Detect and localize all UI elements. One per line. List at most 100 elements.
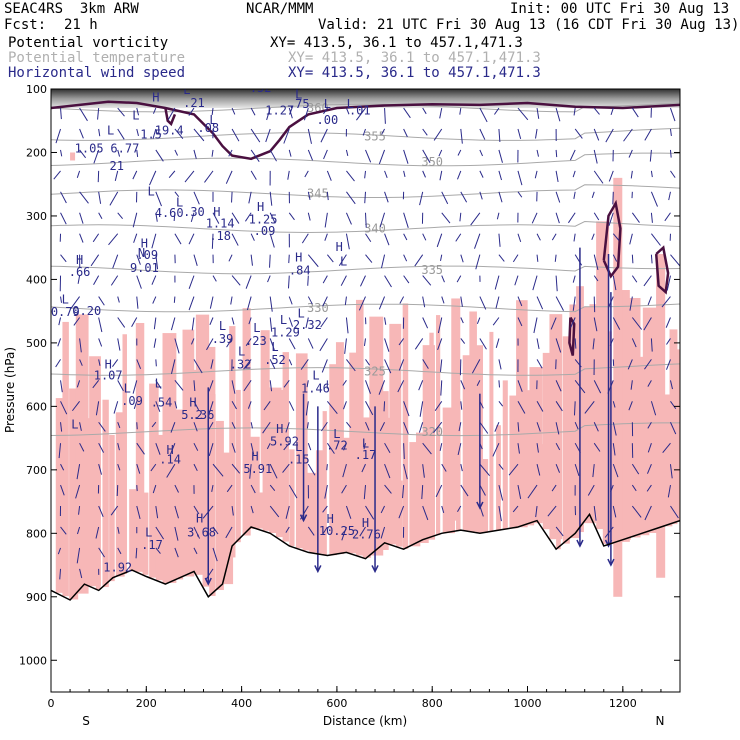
wind-vector	[646, 484, 652, 492]
wind-vector	[612, 422, 617, 436]
wind-vector	[133, 233, 138, 243]
header-valid: Valid: 21 UTC Fri 30 Aug 13 (16 CDT Fri …	[318, 17, 740, 33]
wind-vector	[345, 212, 352, 225]
wind-vector	[79, 233, 84, 243]
wind-vector	[498, 233, 501, 247]
hl-marker: .08	[197, 121, 219, 135]
wind-vector	[555, 442, 561, 451]
wind-vector	[79, 212, 84, 224]
hl-marker: L	[176, 195, 183, 209]
wind-vector	[479, 463, 490, 477]
wind-vector	[379, 212, 386, 228]
wind-vector	[593, 254, 599, 271]
hl-marker: L	[124, 381, 131, 395]
wind-vector	[498, 484, 504, 501]
hl-marker: L	[248, 78, 255, 92]
wind-vector	[572, 170, 576, 178]
wind-vector	[403, 401, 410, 417]
wind-vector	[436, 233, 443, 248]
wind-vector	[460, 254, 464, 263]
pv-contour	[654, 245, 670, 295]
wind-vector	[631, 107, 639, 118]
wind-vector	[650, 170, 653, 178]
hl-marker: .54	[151, 395, 173, 409]
wind-vector	[403, 170, 406, 178]
hl-marker: 1.29	[271, 326, 300, 340]
wind-vector	[170, 317, 176, 331]
wind-vector	[60, 212, 67, 225]
wind-vector	[345, 233, 350, 250]
wind-vector	[155, 401, 161, 412]
wind-vector	[98, 128, 101, 137]
wind-vector	[458, 422, 462, 432]
wind-vector	[441, 296, 445, 304]
hl-marker: L	[333, 427, 340, 441]
wind-vector	[109, 191, 119, 206]
wind-vector	[479, 484, 486, 496]
wind-vector	[206, 338, 214, 351]
wind-vector	[591, 233, 595, 241]
wind-vector	[363, 485, 366, 500]
wind-vector	[365, 505, 375, 520]
wind-vector	[623, 128, 633, 142]
wind-vector	[265, 128, 271, 143]
hl-marker: 1.05	[75, 141, 104, 155]
wind-vector	[517, 107, 529, 121]
wind-vector	[574, 128, 583, 139]
hl-marker: L	[132, 108, 139, 122]
hl-marker: .00	[317, 113, 339, 127]
wind-vector	[306, 422, 309, 429]
wind-vector	[592, 338, 595, 350]
header-init: Init: 00 UTC Fri 30 Aug 13	[510, 1, 730, 17]
wind-vector	[345, 149, 349, 157]
wind-vector	[439, 170, 443, 181]
wind-vector	[207, 401, 214, 416]
wind-vector	[573, 401, 576, 416]
shading-column	[342, 437, 354, 553]
hl-marker: 0.79	[51, 305, 80, 319]
wind-vector	[136, 149, 139, 157]
wind-vector	[117, 128, 125, 140]
wind-vector	[384, 463, 391, 479]
hl-marker: 1.5	[140, 128, 162, 142]
wind-vector	[231, 233, 239, 246]
wind-vector	[204, 170, 214, 183]
hl-marker: 21	[110, 159, 124, 173]
wind-vector	[628, 149, 633, 158]
wind-vector	[669, 107, 676, 122]
wind-vector	[231, 275, 241, 286]
wind-vector	[439, 359, 443, 372]
wind-vector	[167, 107, 176, 120]
wind-vector	[437, 338, 443, 351]
wind-vector	[324, 233, 328, 241]
wind-vector	[288, 359, 293, 366]
wind-vector	[307, 443, 312, 451]
wind-vector	[193, 380, 196, 392]
wind-vector	[474, 233, 481, 249]
wind-vector	[174, 484, 179, 493]
wind-vector	[517, 380, 523, 392]
header-fcst-label: Fcst:	[4, 17, 47, 33]
hl-marker: H	[76, 253, 83, 267]
wind-vector	[136, 296, 139, 309]
wind-vector	[117, 149, 121, 157]
hl-marker: .17	[355, 448, 377, 462]
wind-vector-head	[576, 539, 584, 548]
wind-vector	[479, 128, 486, 140]
wind-vector	[136, 254, 141, 265]
wind-vector	[593, 212, 600, 221]
wind-vector	[437, 317, 443, 334]
wind-vector	[403, 422, 409, 434]
wind-vector	[231, 380, 236, 394]
wind-vector	[250, 170, 257, 180]
wind-vector	[174, 505, 179, 519]
wind-vector	[112, 359, 119, 367]
wind-vector	[231, 401, 237, 410]
wind-vector	[307, 128, 312, 144]
wind-vector	[340, 275, 347, 286]
wind-vector	[670, 401, 677, 410]
wind-vector	[326, 464, 328, 471]
wind-vector	[193, 128, 205, 142]
theta-contour	[51, 127, 680, 141]
shading-column	[82, 418, 91, 587]
